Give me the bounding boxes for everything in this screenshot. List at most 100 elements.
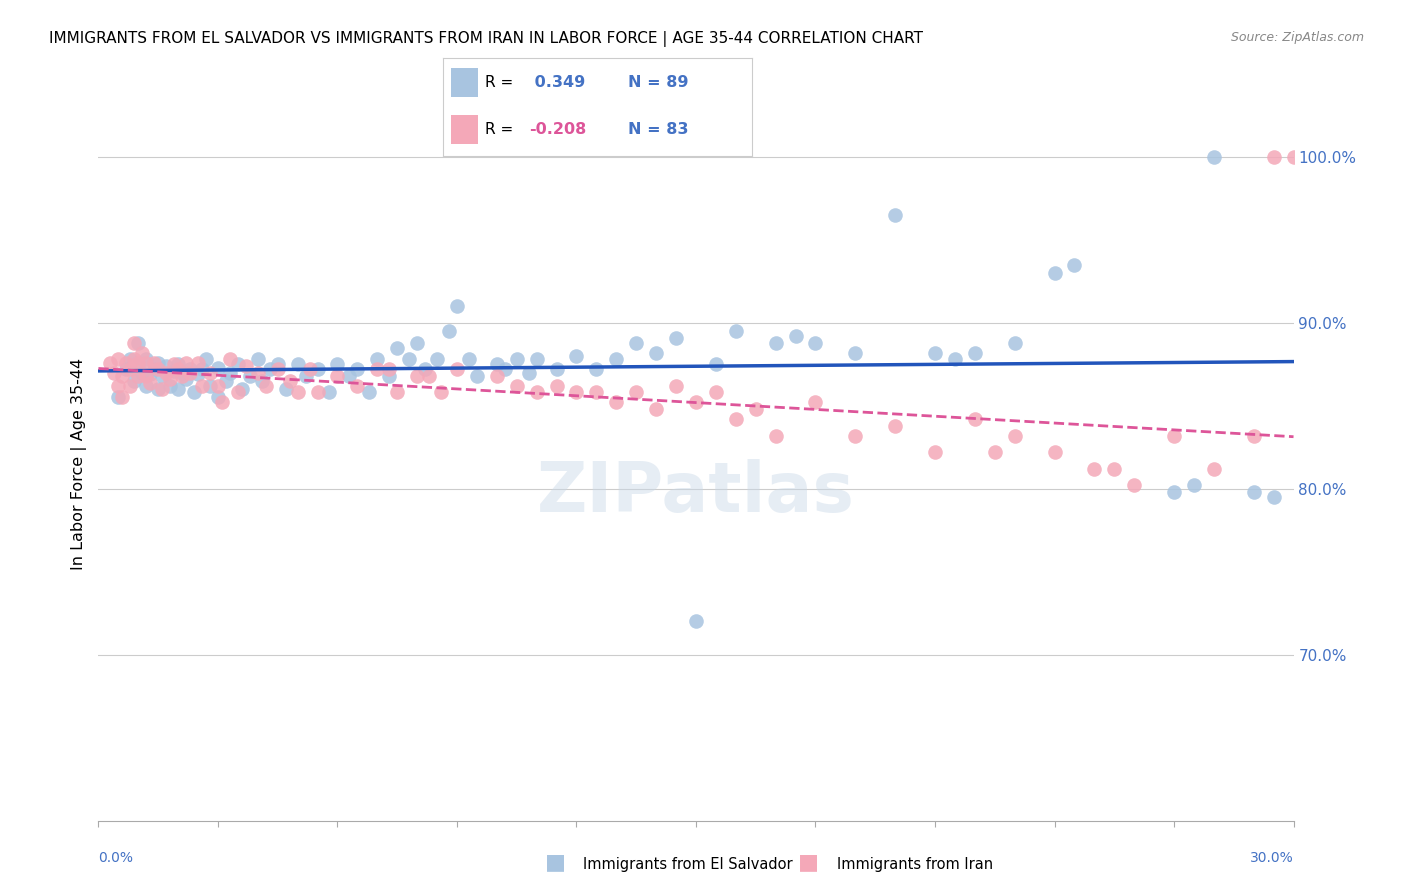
Point xyxy=(1263,150,1285,164)
Point xyxy=(665,379,688,393)
Text: N = 89: N = 89 xyxy=(628,75,689,89)
Point xyxy=(565,385,588,400)
Point xyxy=(195,352,218,367)
Point xyxy=(884,418,907,433)
Point xyxy=(844,428,866,442)
Point xyxy=(148,382,170,396)
Point xyxy=(485,357,508,371)
Point xyxy=(1163,485,1185,500)
Point xyxy=(127,357,149,371)
Point xyxy=(318,385,340,400)
Point xyxy=(120,362,142,376)
Text: -0.208: -0.208 xyxy=(530,121,586,136)
Point xyxy=(704,385,727,400)
Point xyxy=(307,362,329,376)
Point xyxy=(326,357,349,371)
Point xyxy=(346,379,368,393)
Point xyxy=(111,391,134,405)
Point xyxy=(804,335,827,350)
Point xyxy=(187,368,209,382)
Point xyxy=(107,391,129,405)
Point xyxy=(366,362,388,376)
Point xyxy=(406,368,429,383)
Point xyxy=(804,395,827,409)
Point xyxy=(585,362,607,376)
Point xyxy=(139,376,162,390)
Point xyxy=(526,352,548,367)
Point xyxy=(207,360,229,375)
Point xyxy=(385,341,409,355)
Point xyxy=(131,345,153,359)
Point xyxy=(437,324,460,338)
Point xyxy=(1102,462,1125,476)
Text: 0.0%: 0.0% xyxy=(98,850,134,864)
Point xyxy=(346,362,368,376)
Point xyxy=(120,352,142,367)
Point xyxy=(1182,478,1205,492)
Point xyxy=(485,368,508,383)
Point xyxy=(254,379,277,393)
Point xyxy=(127,335,149,350)
Point xyxy=(127,356,149,370)
Point xyxy=(183,385,205,400)
Point xyxy=(378,362,401,376)
Point xyxy=(517,366,540,380)
Point xyxy=(287,385,309,400)
Text: Source: ZipAtlas.com: Source: ZipAtlas.com xyxy=(1230,31,1364,45)
Point xyxy=(148,362,170,376)
Text: ■: ■ xyxy=(546,853,565,872)
Point xyxy=(120,379,142,393)
Point xyxy=(298,362,321,376)
Point xyxy=(103,366,125,380)
Bar xyxy=(450,68,478,97)
Point xyxy=(226,385,249,400)
Point xyxy=(785,329,807,343)
Point xyxy=(1263,490,1285,504)
Point xyxy=(115,356,138,370)
Point xyxy=(605,352,627,367)
Point xyxy=(207,391,229,405)
Point xyxy=(359,385,381,400)
Point xyxy=(526,385,548,400)
Point xyxy=(1043,266,1066,280)
Point xyxy=(326,368,349,383)
Point xyxy=(1063,258,1085,272)
Point xyxy=(546,362,568,376)
Point xyxy=(226,357,249,371)
Point xyxy=(250,374,273,388)
Point xyxy=(1243,428,1265,442)
Point xyxy=(745,402,768,417)
Point xyxy=(1302,727,1324,741)
Point xyxy=(274,382,297,396)
Text: 30.0%: 30.0% xyxy=(1250,850,1294,864)
Point xyxy=(494,362,516,376)
Point xyxy=(267,357,290,371)
Point xyxy=(179,362,201,376)
Point xyxy=(385,385,409,400)
Point xyxy=(115,362,138,376)
Point xyxy=(963,345,986,359)
Point xyxy=(107,352,129,367)
Point xyxy=(135,352,157,367)
Point xyxy=(506,352,529,367)
Point xyxy=(844,345,866,359)
Point xyxy=(143,362,166,376)
Point xyxy=(426,352,449,367)
Text: IMMIGRANTS FROM EL SALVADOR VS IMMIGRANTS FROM IRAN IN LABOR FORCE | AGE 35-44 C: IMMIGRANTS FROM EL SALVADOR VS IMMIGRANT… xyxy=(49,31,924,47)
Point xyxy=(1163,428,1185,442)
Point xyxy=(1004,335,1026,350)
Point xyxy=(246,352,269,367)
Point xyxy=(150,368,173,383)
Y-axis label: In Labor Force | Age 35-44: In Labor Force | Age 35-44 xyxy=(72,358,87,570)
Point xyxy=(943,352,966,367)
Point xyxy=(506,379,529,393)
Point xyxy=(198,379,221,393)
Point xyxy=(585,385,607,400)
Point xyxy=(724,324,747,338)
Point xyxy=(307,385,329,400)
Point xyxy=(605,395,627,409)
Text: R =: R = xyxy=(485,75,517,89)
Point xyxy=(215,374,238,388)
Point xyxy=(645,345,668,359)
Point xyxy=(187,356,209,370)
